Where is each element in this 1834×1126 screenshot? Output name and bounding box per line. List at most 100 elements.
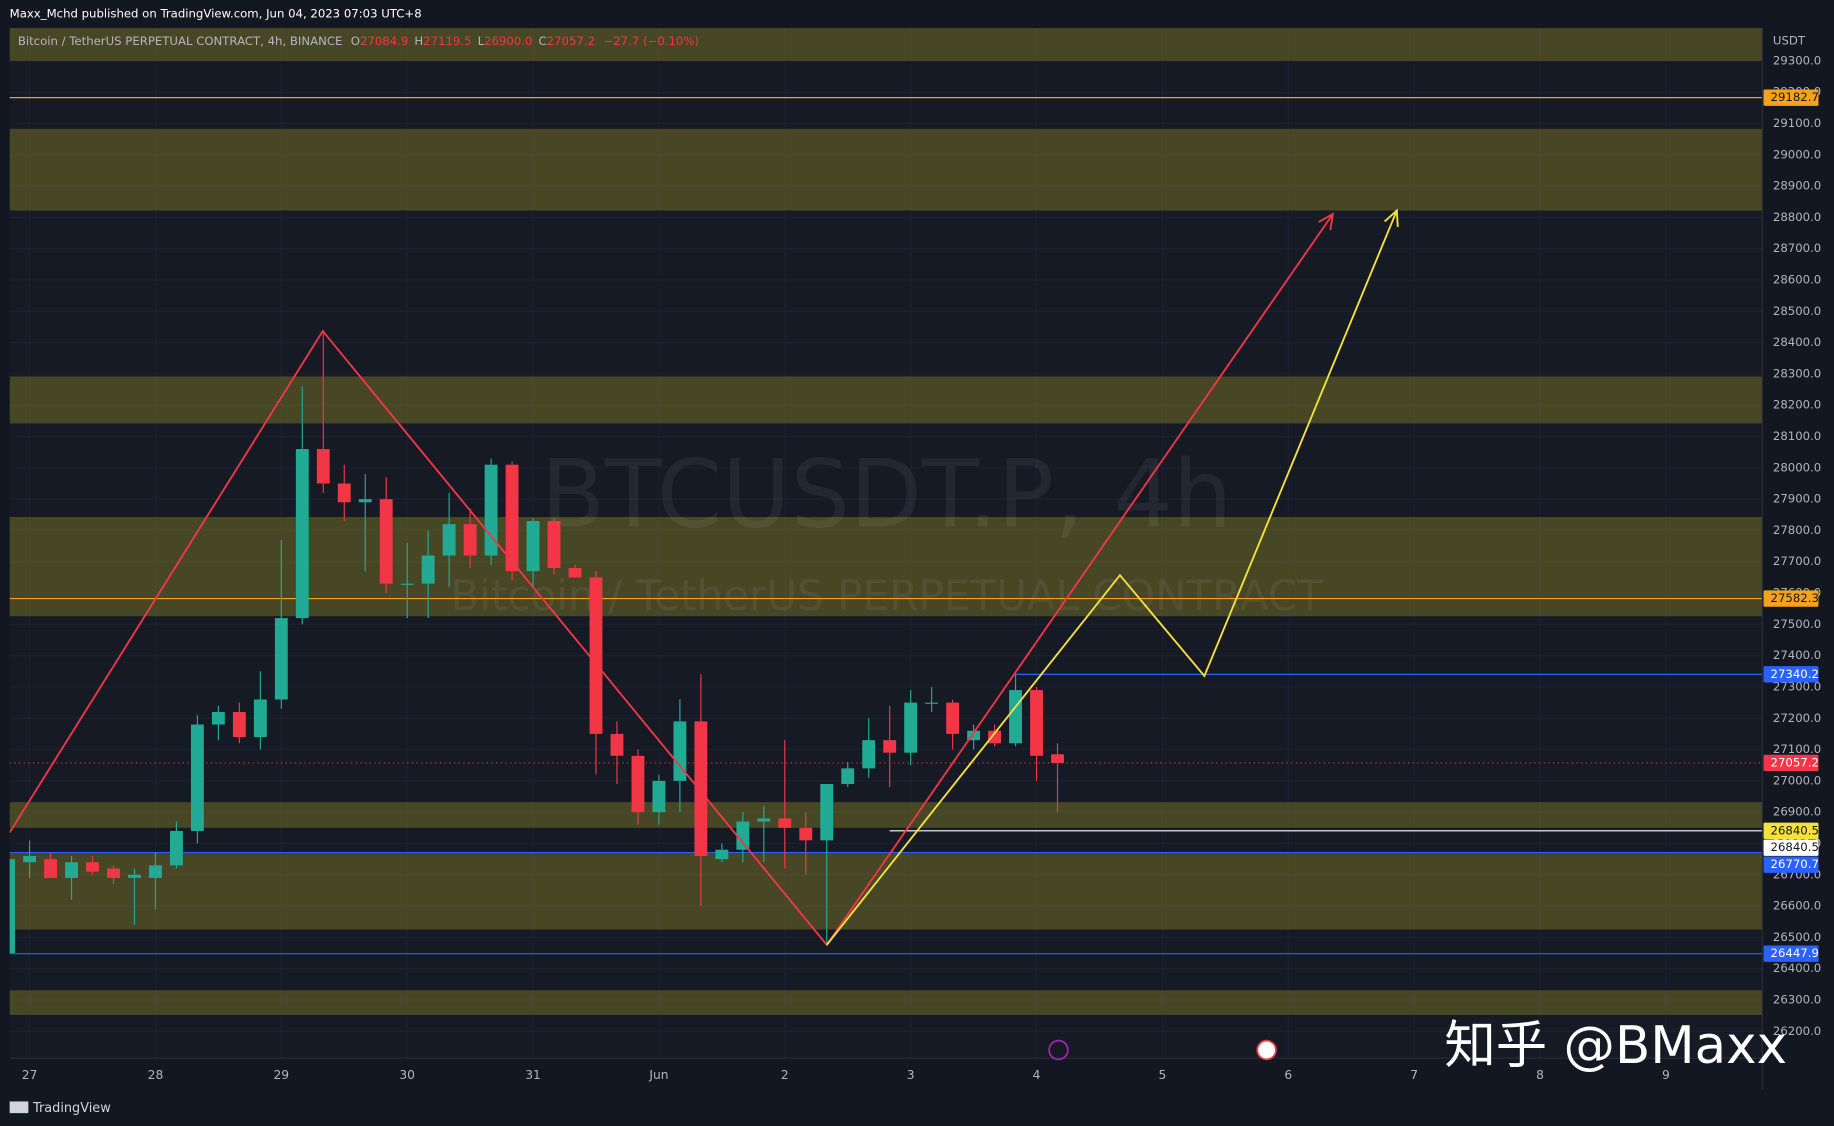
price-label-box	[1763, 839, 1819, 856]
legend-symbol: Bitcoin / TetherUS PERPETUAL CONTRACT, 4…	[18, 33, 343, 47]
candle-body	[967, 730, 981, 741]
price-label-box	[1763, 945, 1819, 962]
candle-body	[86, 862, 99, 872]
y-tick-label: 27200.0	[1773, 711, 1821, 725]
legend-value: 27084.9	[360, 33, 408, 47]
x-tick-label: 3	[907, 1068, 915, 1082]
arrow-head	[1383, 208, 1399, 227]
x-tick-label: 2	[781, 1068, 789, 1082]
price-label-box	[1763, 590, 1819, 607]
x-tick-label: 8	[1536, 1068, 1544, 1082]
y-tick-label: 28900.0	[1773, 179, 1821, 193]
candle-body	[610, 733, 624, 756]
levels-layer	[9, 97, 1763, 955]
candle-body	[1030, 690, 1043, 756]
legend-key: H	[414, 33, 423, 47]
candle-body	[736, 821, 750, 850]
trend-drawing	[9, 213, 1334, 947]
candle-body	[925, 702, 939, 704]
x-tick-label: 31	[525, 1068, 541, 1082]
price-label-box	[1763, 856, 1819, 873]
legend-key: O	[351, 33, 360, 47]
price-label: 27582.3	[1771, 591, 1819, 605]
price-label: 27057.2	[1771, 755, 1819, 769]
candle-body	[107, 868, 120, 878]
y-tick-label: 29000.0	[1773, 147, 1821, 161]
x-tick-label: 9	[1662, 1068, 1670, 1082]
candles-layer	[9, 330, 1064, 954]
candle-body	[757, 818, 771, 822]
watermark-layer: BTCUSDT.P, 4h Bitcoin / TetherUS PERPETU…	[450, 440, 1323, 620]
y-tick-label: 26300.0	[1773, 992, 1821, 1006]
candle-body	[421, 555, 435, 584]
y-tick-label: 26600.0	[1773, 899, 1821, 913]
event-icon[interactable]	[1048, 1039, 1069, 1061]
candle-body	[316, 449, 330, 484]
event-icon[interactable]	[1256, 1039, 1277, 1061]
y-tick-label: 27400.0	[1773, 648, 1821, 662]
y-tick-label: 27300.0	[1773, 679, 1821, 693]
candle-body	[904, 702, 918, 753]
trend-drawing	[826, 210, 1398, 946]
candle-body	[1051, 754, 1064, 763]
candle-body	[820, 783, 834, 841]
legend-key: C	[538, 33, 546, 47]
x-tick-label: 29	[274, 1068, 290, 1082]
y-tick-label: 28800.0	[1773, 210, 1821, 224]
candle-body	[694, 721, 708, 856]
candle-body	[232, 711, 246, 738]
x-tick-label: 30	[399, 1068, 415, 1082]
zone	[9, 990, 1763, 1015]
footer-logo	[9, 1101, 29, 1114]
price-label: 27340.2	[1771, 667, 1819, 681]
candle-body	[1009, 690, 1022, 744]
y-tick-label: 27700.0	[1773, 554, 1821, 568]
candle-body	[862, 740, 876, 769]
candle-body	[526, 521, 540, 572]
candle-body	[778, 818, 792, 828]
candle-body	[295, 449, 309, 619]
zone	[9, 128, 1763, 211]
y-tick-label: 26500.0	[1773, 930, 1821, 944]
watermark-title: BTCUSDT.P, 4h	[541, 440, 1232, 549]
legend-value: 26900.0	[484, 33, 532, 47]
x-tick-label: 4	[1033, 1068, 1041, 1082]
candle-body	[169, 830, 183, 866]
zone	[9, 376, 1763, 424]
candle-body	[358, 499, 372, 503]
x-tick-label: 28	[148, 1068, 164, 1082]
x-tick-label: 7	[1410, 1068, 1418, 1082]
candle-body	[442, 524, 456, 556]
y-tick-label: 28700.0	[1773, 241, 1821, 255]
y-tick-label: 28000.0	[1773, 460, 1821, 474]
candle-body	[190, 724, 204, 831]
drawings-layer	[9, 208, 1399, 947]
y-tick-label: 27800.0	[1773, 523, 1821, 537]
y-tick-label: 27900.0	[1773, 492, 1821, 506]
candle-body	[988, 730, 1002, 744]
candle-body	[883, 740, 897, 753]
candle-body	[274, 618, 288, 700]
candle-body	[253, 699, 267, 738]
header: Maxx_Mchd published on TradingView.com, …	[10, 7, 422, 21]
candle-body	[631, 755, 645, 813]
price-label-box	[1763, 666, 1819, 683]
candle-body	[652, 780, 666, 813]
price-label: 29182.7	[1771, 90, 1819, 104]
candle-body	[44, 859, 57, 878]
candle-body	[400, 583, 414, 585]
zone	[9, 28, 1763, 61]
legend-key: L	[478, 33, 485, 47]
zone	[9, 853, 1763, 930]
watermark-subtitle: Bitcoin / TetherUS PERPETUAL CONTRACT	[450, 571, 1323, 620]
currency-label: USDT	[1773, 33, 1806, 47]
candle-body	[149, 865, 162, 878]
y-tick-label: 27100.0	[1773, 742, 1821, 756]
candle-body	[841, 768, 855, 784]
candle-body	[715, 849, 729, 860]
legend-value: 27119.5	[423, 33, 471, 47]
candle-body	[589, 577, 603, 734]
candle-body	[799, 827, 813, 841]
candle-body	[547, 521, 561, 569]
